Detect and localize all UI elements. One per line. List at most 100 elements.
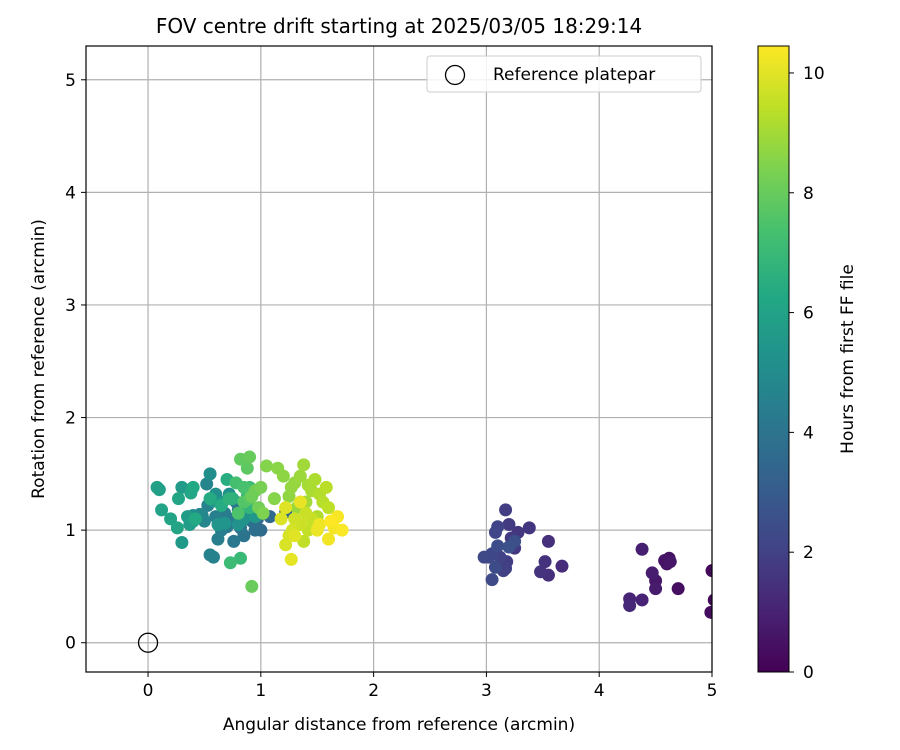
- data-point: [259, 459, 273, 473]
- colorbar-tick-label: 6: [803, 304, 814, 324]
- data-point: [488, 560, 502, 574]
- colorbar-tick-label: 8: [803, 184, 814, 204]
- data-point: [231, 506, 245, 520]
- colorbar-tick-label: 4: [803, 423, 814, 443]
- data-point: [635, 542, 649, 556]
- data-point: [522, 521, 536, 535]
- x-axis-ticks: 0 1 2 3 4 5: [143, 672, 718, 701]
- data-point: [324, 514, 338, 528]
- chart-title: FOV centre drift starting at 2025/03/05 …: [156, 14, 642, 38]
- x-tick-label: 4: [594, 681, 605, 701]
- data-point: [186, 480, 200, 494]
- data-point: [200, 477, 214, 491]
- data-point: [534, 565, 548, 579]
- colorbar-ticks: 0 2 4 6 8 10: [789, 64, 825, 683]
- data-points: [150, 450, 712, 619]
- data-point: [707, 593, 712, 607]
- y-tick-label: 5: [65, 71, 76, 91]
- data-point: [243, 450, 257, 464]
- data-point: [256, 506, 270, 520]
- data-point: [276, 469, 290, 483]
- data-point: [254, 480, 268, 494]
- x-axis-label: Angular distance from reference (arcmin): [223, 715, 575, 735]
- data-point: [502, 540, 516, 554]
- data-point: [171, 492, 185, 506]
- data-point: [485, 573, 499, 587]
- data-point: [279, 501, 293, 515]
- data-point: [645, 566, 659, 580]
- plot-frame: [85, 45, 713, 673]
- colorbar-gradient: [757, 45, 790, 673]
- data-point: [623, 599, 637, 613]
- data-point: [227, 534, 241, 548]
- grid-lines: [86, 46, 713, 672]
- data-point: [203, 548, 217, 562]
- data-point: [293, 495, 307, 509]
- y-tick-label: 1: [65, 521, 76, 541]
- data-point: [322, 532, 336, 546]
- data-point: [170, 521, 184, 535]
- x-tick-label: 1: [255, 681, 266, 701]
- data-point: [223, 556, 237, 570]
- data-point: [491, 539, 505, 553]
- data-point: [502, 518, 516, 532]
- data-point: [704, 605, 712, 619]
- reference-platepar-point: [137, 632, 159, 653]
- data-point: [488, 525, 502, 539]
- x-tick-label: 2: [368, 681, 379, 701]
- data-point: [297, 458, 311, 472]
- x-tick-label: 0: [143, 681, 154, 701]
- data-point: [267, 492, 281, 506]
- data-point: [175, 536, 189, 550]
- data-point: [319, 480, 333, 494]
- data-point: [477, 550, 491, 564]
- data-point: [274, 512, 288, 526]
- data-point: [538, 555, 552, 569]
- data-point: [541, 534, 555, 548]
- data-point: [671, 582, 685, 596]
- x-tick-label: 3: [481, 681, 492, 701]
- data-point: [188, 512, 202, 526]
- data-point: [308, 472, 322, 486]
- data-point: [335, 523, 349, 537]
- data-point: [499, 503, 513, 517]
- legend-box: [426, 55, 702, 93]
- data-point: [203, 467, 217, 481]
- data-point: [279, 538, 293, 552]
- y-tick-label: 0: [65, 634, 76, 654]
- data-point: [152, 483, 166, 497]
- reference-marker: [137, 632, 159, 653]
- y-axis-ticks: 0 1 2 3 4 5: [65, 71, 86, 654]
- data-point: [237, 480, 251, 494]
- data-point: [293, 469, 307, 483]
- data-point: [555, 559, 569, 573]
- colorbar-tick-label: 2: [803, 543, 814, 563]
- data-point: [312, 518, 326, 532]
- data-point: [234, 551, 248, 565]
- y-tick-label: 4: [65, 183, 76, 203]
- y-axis-label: Rotation from reference (arcmin): [29, 219, 49, 499]
- data-point: [203, 492, 217, 506]
- y-tick-label: 3: [65, 296, 76, 316]
- data-point: [155, 503, 169, 517]
- data-point: [164, 512, 178, 526]
- data-point: [663, 555, 677, 569]
- data-point: [649, 582, 663, 596]
- data-point: [211, 532, 225, 546]
- legend: Reference platepar: [426, 55, 702, 93]
- data-point: [240, 461, 254, 475]
- legend-marker-icon: [444, 64, 466, 86]
- colorbar-label: Hours from first FF file: [838, 264, 858, 454]
- data-point: [284, 552, 298, 566]
- data-point: [222, 492, 236, 506]
- data-point: [288, 529, 302, 543]
- x-tick-label: 5: [707, 681, 718, 701]
- data-point: [299, 506, 313, 520]
- colorbar-tick-label: 10: [803, 64, 825, 84]
- y-tick-label: 2: [65, 409, 76, 429]
- data-point: [705, 564, 712, 578]
- data-point: [211, 518, 225, 532]
- colorbar: 0 2 4 6 8 10 Hours from first FF file: [757, 45, 858, 683]
- colorbar-tick-label: 0: [803, 663, 814, 683]
